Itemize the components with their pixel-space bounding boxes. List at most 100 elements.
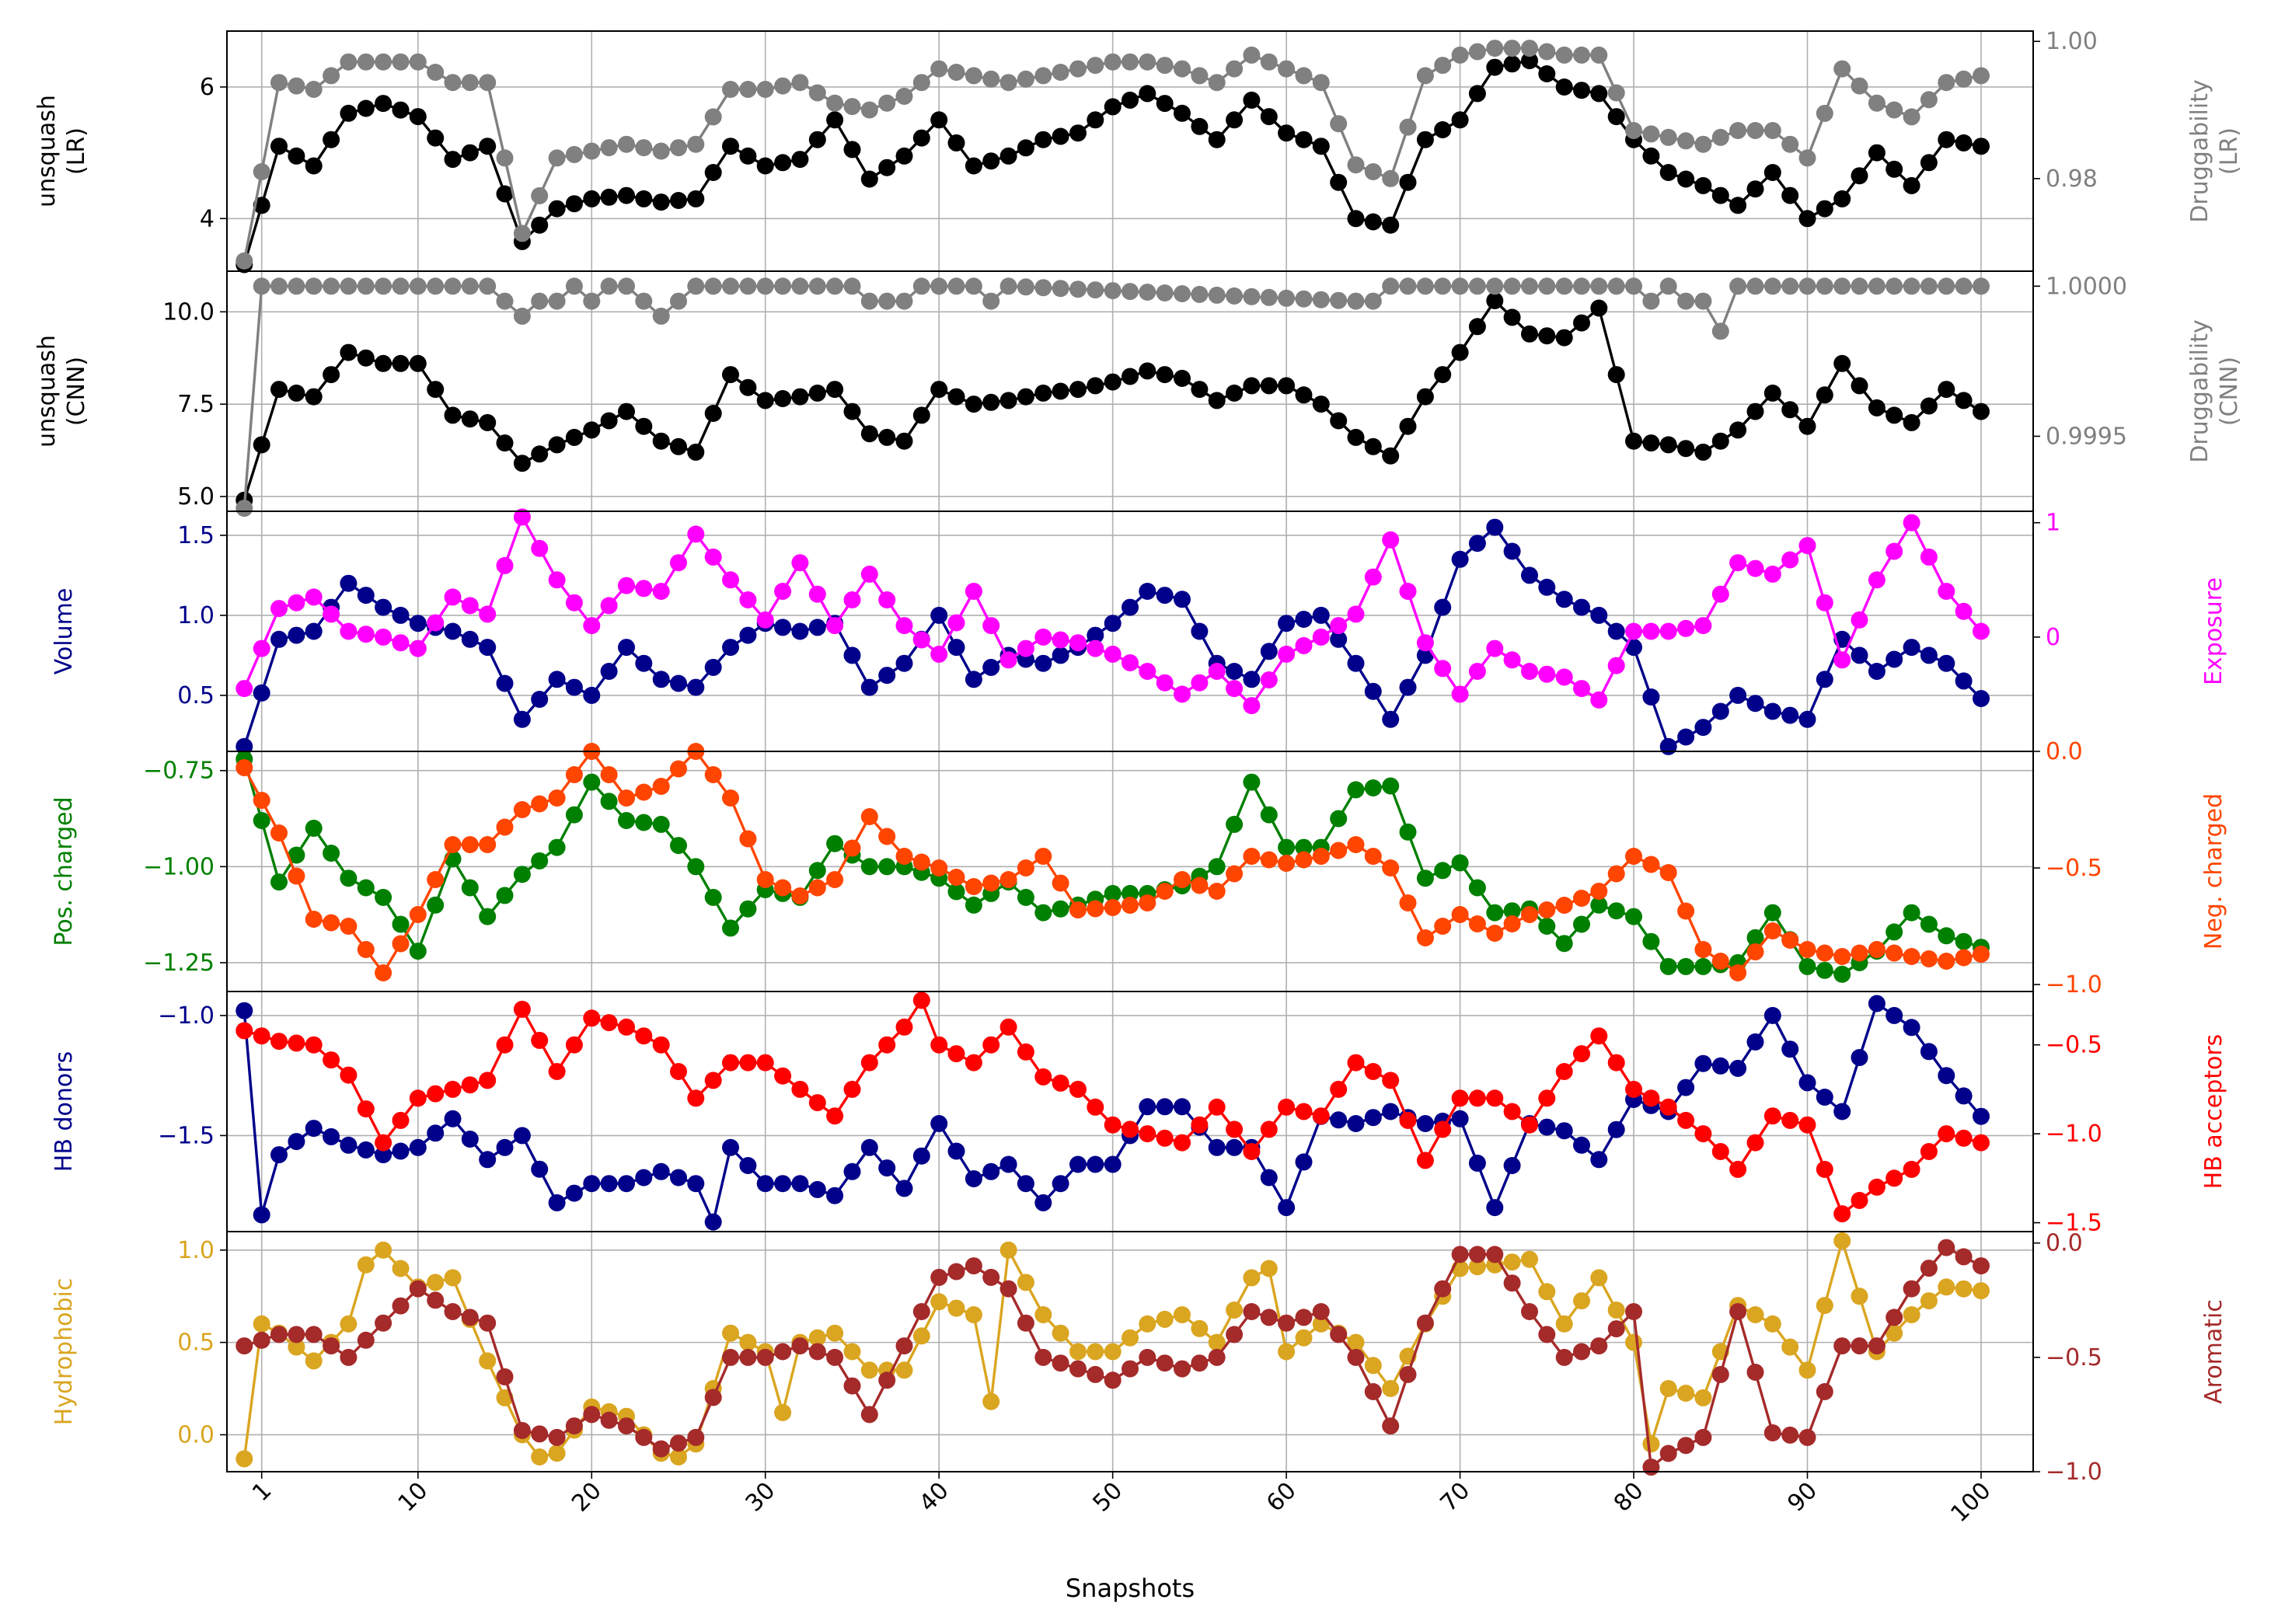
data-point <box>1468 318 1486 336</box>
data-point <box>1798 1074 1816 1092</box>
data-point <box>1642 125 1660 143</box>
data-point <box>1868 941 1886 958</box>
data-point <box>843 1162 861 1180</box>
data-point <box>1851 167 1868 185</box>
data-point <box>791 151 809 169</box>
data-point <box>427 129 445 147</box>
data-point <box>1468 663 1486 680</box>
right-axis-label-line: Druggability <box>2186 79 2213 222</box>
data-point <box>1763 1424 1781 1441</box>
data-point <box>826 1107 844 1125</box>
data-point <box>982 874 1000 892</box>
panel-charged: −1.25 −1.00 −0.75 −1.0 −0.5 0.0 Pos. charged Ne… <box>51 738 2227 998</box>
data-point <box>1052 1175 1069 1193</box>
data-point <box>808 84 826 102</box>
data-point <box>288 384 305 402</box>
data-point <box>1573 46 1590 64</box>
data-point <box>1087 281 1104 299</box>
data-point <box>1451 854 1469 872</box>
data-point <box>1122 1329 1139 1347</box>
data-point <box>1851 1191 1868 1209</box>
data-point <box>1625 1303 1642 1320</box>
data-point <box>1017 278 1034 296</box>
left-axis-label: Hydrophobic <box>51 1278 78 1426</box>
data-point <box>565 1184 583 1202</box>
data-point <box>1330 810 1348 828</box>
data-point <box>1573 890 1590 907</box>
data-point <box>1694 292 1712 310</box>
data-point <box>1781 551 1799 569</box>
data-point <box>1486 518 1504 536</box>
data-point <box>1607 865 1625 883</box>
data-point <box>1208 1348 1226 1366</box>
data-point <box>1659 164 1677 181</box>
data-point <box>1642 147 1660 165</box>
data-point <box>270 600 288 618</box>
data-point <box>635 190 653 207</box>
data-point <box>479 74 497 92</box>
data-point <box>1920 1143 1938 1160</box>
data-point <box>1174 1360 1191 1378</box>
right-tick-label: −0.5 <box>2046 1344 2102 1371</box>
data-point <box>1156 1354 1174 1372</box>
data-point <box>253 1027 270 1045</box>
data-point <box>1278 377 1296 395</box>
right-axis-label: HB acceptors <box>2200 1034 2227 1190</box>
data-point <box>375 1314 392 1332</box>
data-point <box>496 674 514 692</box>
data-point <box>687 135 705 153</box>
data-point <box>444 1269 462 1287</box>
right-tick-label: 0.0 <box>2046 1230 2083 1257</box>
data-point <box>843 403 861 420</box>
data-point <box>1226 384 1244 402</box>
data-point <box>1364 779 1382 796</box>
data-point <box>1122 368 1139 385</box>
x-tick-label: 60 <box>1261 1477 1302 1518</box>
data-point <box>1174 1306 1191 1323</box>
data-point <box>1555 935 1573 953</box>
data-point <box>878 591 896 608</box>
data-point <box>999 871 1017 888</box>
data-point <box>288 77 305 95</box>
data-point <box>375 95 392 113</box>
data-point <box>1816 1089 1833 1106</box>
data-point <box>1052 1324 1069 1342</box>
series-volume-right <box>235 508 1990 715</box>
data-point <box>409 639 427 657</box>
data-point <box>600 793 618 810</box>
data-point <box>1243 1143 1261 1160</box>
data-point <box>999 147 1017 165</box>
right-tick-label: 0.0 <box>2046 738 2083 765</box>
data-point <box>1938 1278 1955 1296</box>
data-point <box>739 900 757 918</box>
data-point <box>1486 1089 1504 1107</box>
data-point <box>392 1297 410 1315</box>
data-point <box>479 908 497 925</box>
data-point <box>1017 139 1034 157</box>
data-point <box>496 1036 514 1054</box>
series-lr-left <box>235 52 1990 274</box>
data-point <box>1017 859 1034 876</box>
data-point <box>1191 622 1209 640</box>
data-point <box>531 1448 549 1465</box>
data-point <box>1955 602 1973 620</box>
data-point <box>565 1417 583 1435</box>
data-point <box>1781 186 1799 204</box>
data-point <box>1973 1282 1990 1300</box>
data-point <box>1955 134 1973 152</box>
left-tick-label: −1.0 <box>158 1002 215 1030</box>
right-axis-label: Exposure <box>2200 577 2227 685</box>
data-point <box>1191 285 1209 303</box>
data-point <box>1659 1380 1677 1397</box>
data-point <box>1260 108 1278 126</box>
data-point <box>1295 1329 1313 1347</box>
data-point <box>1330 1326 1348 1343</box>
data-point <box>235 1337 253 1355</box>
data-point <box>1260 806 1278 824</box>
data-point <box>1226 815 1244 833</box>
data-point <box>1920 277 1938 295</box>
left-axis-label-line: (LR) <box>63 127 90 175</box>
data-point <box>1052 1074 1069 1092</box>
data-point <box>912 991 930 1009</box>
data-point <box>392 606 410 624</box>
